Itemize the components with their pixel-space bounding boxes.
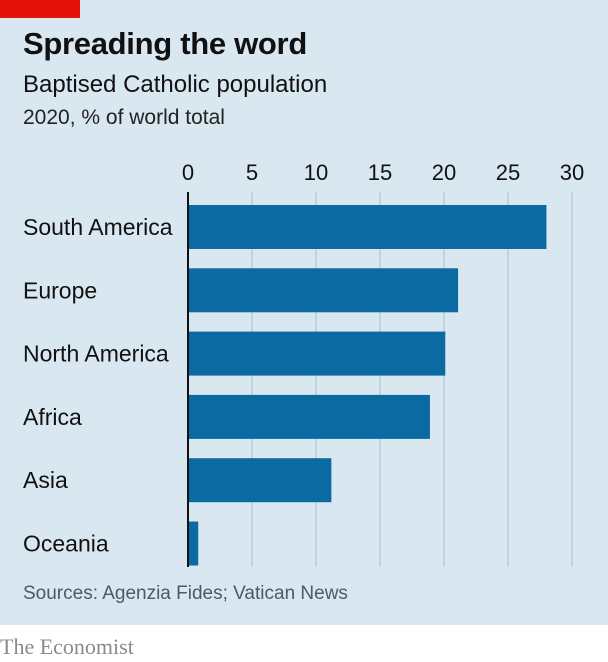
x-tick-label: 25 (496, 160, 520, 185)
chart-panel (0, 0, 608, 625)
source-note: Sources: Agenzia Fides; Vatican News (23, 583, 348, 604)
bar (188, 458, 332, 503)
chart-unit-label: 2020, % of world total (23, 106, 225, 129)
bar (188, 394, 430, 439)
bar (188, 521, 199, 566)
bar (188, 205, 547, 249)
category-label: Africa (23, 404, 82, 430)
x-tick-label: 20 (432, 160, 456, 185)
brand-wordmark: The Economist (0, 634, 134, 659)
category-label: South America (23, 214, 173, 240)
bar (188, 331, 446, 376)
x-tick-label: 5 (246, 160, 258, 185)
bar (188, 268, 459, 313)
category-label: Europe (23, 277, 97, 303)
brand-red-tag (0, 0, 80, 18)
x-tick-label: 15 (368, 160, 392, 185)
chart-title: Spreading the word (23, 26, 307, 61)
x-tick-label: 0 (182, 160, 194, 185)
category-label: Asia (23, 467, 68, 493)
category-label: Oceania (23, 531, 109, 557)
category-label: North America (23, 341, 169, 367)
bar-chart: 0 5 10 15 20 25 30 South America Europe North Ame… (23, 160, 584, 567)
x-tick-label: 30 (560, 160, 584, 185)
chart-subtitle: Baptised Catholic population (23, 71, 328, 98)
x-tick-label: 10 (304, 160, 328, 185)
